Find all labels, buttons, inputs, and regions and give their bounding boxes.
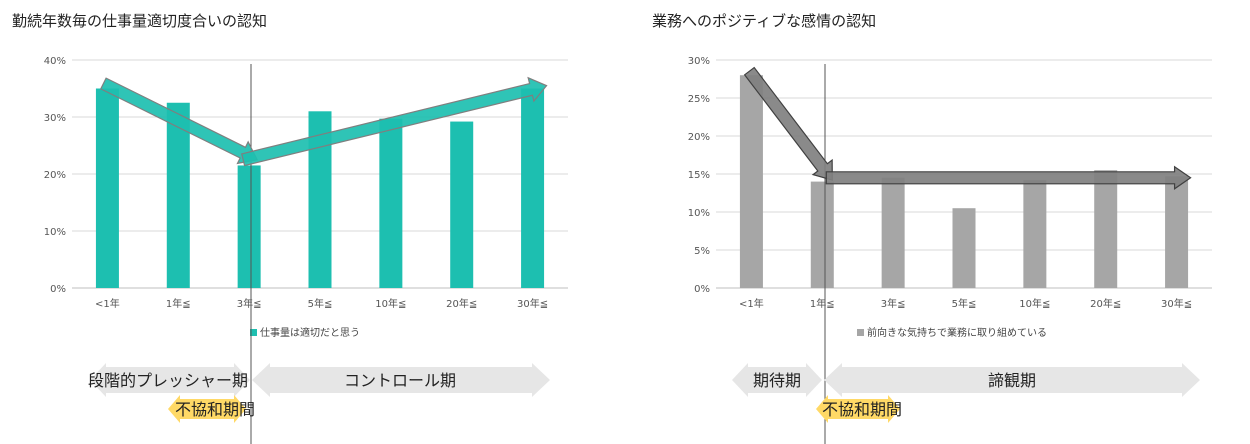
y-tick-label: 15%	[688, 170, 710, 181]
bar	[881, 177, 905, 288]
bar	[810, 181, 834, 288]
x-tick-label: 10年≦	[375, 297, 406, 310]
y-tick-label: 10%	[688, 208, 710, 219]
bar	[1094, 170, 1118, 288]
phase-arrow-left	[90, 363, 250, 397]
legend-label: 前向きな気持ちで業務に取り組めている	[867, 326, 1047, 339]
x-tick-label: 20年≦	[1090, 297, 1121, 310]
bar	[521, 88, 545, 288]
x-tick-label: 3年≦	[881, 297, 906, 310]
phase-arrow-right	[824, 363, 1200, 397]
x-tick-label: 5年≦	[308, 297, 333, 310]
chart-2: 業務へのポジティブな感情の認知 0% 5% 10% 15% 20% 25% 30% <1年 1年≦…	[652, 12, 1212, 444]
y-tick-label: 30%	[44, 113, 66, 124]
chart-title: 勤続年数毎の仕事量適切度合いの認知	[12, 12, 267, 30]
phase-arrow-right	[252, 363, 550, 397]
y-tick-label: 5%	[694, 246, 710, 257]
bar	[1165, 176, 1189, 288]
trend-arrow-down	[743, 66, 833, 181]
x-tick-label: 5年≦	[952, 297, 977, 310]
bar	[450, 121, 474, 288]
y-tick-label: 10%	[44, 227, 66, 238]
bar	[308, 111, 332, 288]
y-tick-label: 20%	[44, 170, 66, 181]
phase-label-middle: 不協和期間	[175, 400, 255, 419]
y-tick-label: 30%	[688, 56, 710, 67]
phase-arrow-left	[732, 363, 822, 397]
legend-label: 仕事量は適切だと思う	[260, 326, 360, 339]
trend-arrow-flat	[825, 165, 1192, 190]
x-tick-label: 30年≦	[1161, 297, 1192, 310]
x-tick-label: 20年≦	[446, 297, 477, 310]
chart-title: 業務へのポジティブな感情の認知	[652, 12, 876, 30]
phase-label-left: 期待期	[753, 371, 801, 390]
x-tick-label: 3年≦	[237, 297, 262, 310]
bar	[237, 165, 261, 288]
phase-label-left: 段階的プレッシャー期	[88, 371, 248, 390]
y-tick-label: 25%	[688, 94, 710, 105]
x-tick-label: <1年	[739, 297, 764, 310]
phase-arrow-middle	[168, 395, 246, 423]
bar	[1023, 180, 1047, 288]
x-tick-label: 1年≦	[166, 297, 191, 310]
phase-arrow-middle	[816, 395, 900, 423]
bar	[95, 88, 119, 288]
x-tick-label: 1年≦	[810, 297, 835, 310]
trend-arrow-up	[240, 76, 548, 167]
phase-label-right: 諦観期	[988, 371, 1036, 390]
bar	[739, 75, 763, 288]
y-tick-label: 40%	[44, 56, 66, 67]
bar	[166, 102, 190, 288]
y-tick-label: 0%	[50, 284, 66, 295]
bar	[952, 208, 976, 288]
x-tick-label: 30年≦	[517, 297, 548, 310]
phase-label-middle: 不協和期間	[822, 400, 902, 419]
x-tick-label: 10年≦	[1019, 297, 1050, 310]
x-tick-label: <1年	[95, 297, 120, 310]
legend-swatch	[250, 329, 257, 336]
y-tick-label: 0%	[694, 284, 710, 295]
chart-1: 勤続年数毎の仕事量適切度合いの認知 0% 10% 20% 30% 40% <1年 1年≦ 3年≦…	[12, 12, 568, 444]
y-tick-label: 20%	[688, 132, 710, 143]
phase-label-right: コントロール期	[344, 371, 456, 390]
bar	[379, 118, 403, 289]
legend-swatch	[857, 329, 864, 336]
